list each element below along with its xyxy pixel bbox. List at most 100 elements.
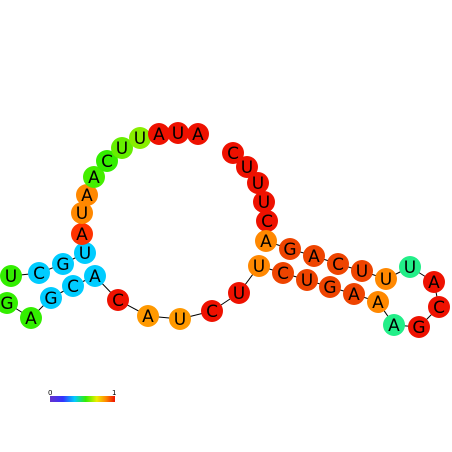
nucleotide-circle [107,289,129,311]
nucleotide: C [62,275,84,297]
nucleotide: U [351,260,373,282]
color-legend: 0 1 [48,389,116,402]
nucleotide-circle [83,166,105,188]
nucleotide-circle [167,122,189,144]
nucleotide-letter: U [253,257,265,277]
nucleotide-letter: C [67,277,79,297]
nucleotide: C [96,150,118,172]
nucleotide-letter: A [308,247,320,267]
nucleotide-circle [351,260,373,282]
nucleotide: C [272,262,294,284]
nucleotide-letter: C [206,302,218,322]
nucleotide-circle [71,223,93,245]
nucleotide-letter: A [348,285,360,305]
nucleotide-circle [375,268,397,290]
nucleotide-circle [399,256,421,278]
nucleotide-letter: A [192,125,204,145]
nucleotide-circle [296,269,318,291]
nucleotide-letter: U [172,124,184,144]
nucleotide: U [375,268,397,290]
legend-min-label: 0 [48,389,52,397]
nucleotide: U [247,172,269,194]
nucleotide: G [52,253,74,275]
nucleotide-letter: A [142,307,154,327]
nucleotide-circle [367,291,389,313]
nucleotide-circle [74,242,96,264]
nucleotide: A [383,314,405,336]
nucleotide: A [76,184,98,206]
nucleotide-letter: U [404,258,416,278]
nucleotide: A [148,123,170,145]
nucleotide-letter: A [81,186,93,206]
nucleotide: C [107,289,129,311]
nucleotide: G [408,316,430,338]
nucleotide: G [0,292,18,314]
nucleotide-letter: U [233,284,245,304]
nucleotide-circle [428,296,450,318]
nucleotide: U [253,191,275,213]
nucleotide: U [0,265,22,287]
nucleotide-letter: U [5,267,17,287]
nucleotide-letter: C [277,264,289,284]
nucleotide-letter: U [134,129,146,149]
nucleotide: G [279,238,301,260]
nucleotide-letter: U [241,158,253,178]
nucleotide: U [74,242,96,264]
nucleotide-circle [52,253,74,275]
nucleotide-letter: C [261,212,273,232]
nucleotide: C [327,253,349,275]
nucleotide-letter: A [388,316,400,336]
nucleotide-circle [279,238,301,260]
nucleotide-letter: A [428,273,440,293]
nucleotide: C [222,142,244,164]
nucleotide-circle [248,255,270,277]
nucleotide-circle [137,305,159,327]
nucleotide-circle [148,123,170,145]
legend-gradient-bar [50,396,115,402]
nucleotide-circle [111,137,133,159]
nucleotide: G [319,276,341,298]
nucleotide: C [256,210,278,232]
nucleotide-letter: C [433,298,445,318]
nucleotide-letter: A [153,125,165,145]
nucleotide-letter: C [112,291,124,311]
nucleotide: A [20,307,42,329]
nucleotide-letter: C [332,255,344,275]
nucleotide-letter: A [88,168,100,188]
nucleotide-circle [129,127,151,149]
nucleotide-circle [319,276,341,298]
nucleotide-circle [76,184,98,206]
nucleotide-circle [40,287,62,309]
nucleotide-letter: U [356,262,368,282]
nucleotide-circle [383,314,405,336]
nucleotide: A [137,305,159,327]
nucleotide-circle [272,262,294,284]
nucleotide-circle [96,150,118,172]
nucleotide: U [399,256,421,278]
nucleotide-letter: U [301,271,313,291]
nucleotide-circle [408,316,430,338]
nucleotide: U [111,137,133,159]
nucleotide-circle [303,245,325,267]
nucleotide: A [255,230,277,252]
nucleotide: A [84,265,106,287]
nucleotide-letter: G [56,255,69,275]
nucleotide-circle [228,282,250,304]
nucleotide-circle [20,307,42,329]
nucleotide-circle [423,271,445,293]
nucleotide-circle [0,265,22,287]
nucleotide-letter: U [380,270,392,290]
nucleotide-circle [0,292,18,314]
nucleotide: A [367,291,389,313]
nucleotide: A [303,245,325,267]
nucleotide: A [343,283,365,305]
nucleotide-letter: C [101,152,113,172]
nucleotide: U [248,255,270,277]
nucleotide: U [167,122,189,144]
nucleotide-circle [255,230,277,252]
nucleotide: G [40,287,62,309]
nucleotide-circle [201,300,223,322]
nucleotide-letter: U [116,139,128,159]
